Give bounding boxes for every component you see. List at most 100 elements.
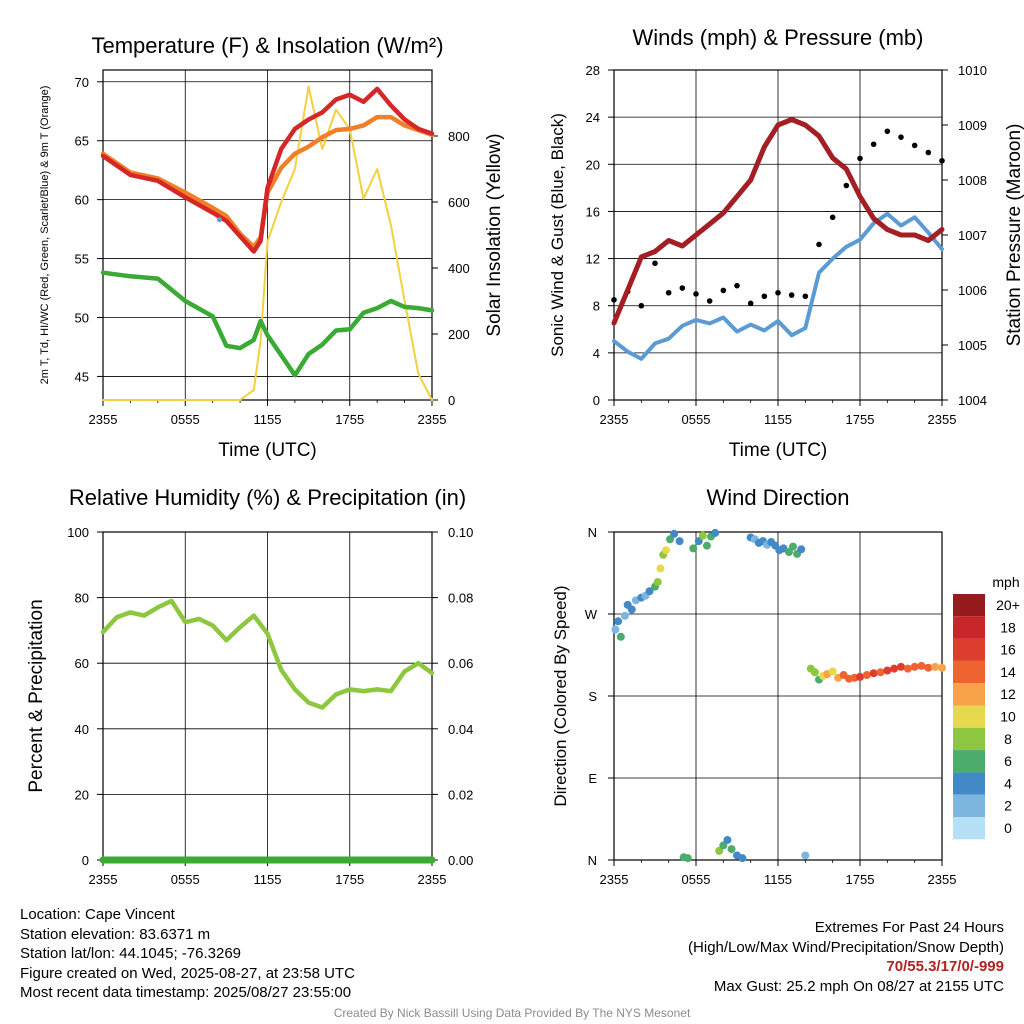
wind-direction-point — [689, 544, 698, 553]
wind-direction-point — [675, 537, 684, 546]
wind-direction-point — [620, 611, 629, 620]
gust-point — [706, 298, 713, 304]
y2-tick-label: 200 — [448, 327, 470, 342]
legend-swatch — [953, 660, 985, 684]
gust-point — [925, 149, 932, 156]
extremes-title: Extremes For Past 24 Hours — [814, 919, 1004, 936]
legend-label: 14 — [1000, 664, 1016, 680]
chart-title: Winds (mph) & Pressure (mb) — [633, 25, 924, 50]
y2-tick-label: 800 — [448, 129, 470, 144]
legend-swatch — [953, 705, 985, 728]
y2-tick-label: 1007 — [958, 228, 987, 243]
y-axis-label: Sonic Wind & Gust (Blue, Black) — [548, 113, 567, 357]
wind-direction-point — [903, 664, 912, 673]
extremes-subtitle: (High/Low/Max Wind/Precipitation/Snow De… — [688, 938, 1004, 956]
extremes-panel: Extremes For Past 24 Hours (High/Low/Max… — [688, 918, 1004, 996]
y2-tick-label: 600 — [448, 195, 470, 210]
x-tick-label: 2355 — [89, 872, 118, 887]
x-tick-label: 2355 — [600, 412, 629, 427]
y2-tick-label: 0.06 — [448, 656, 473, 671]
legend-label: 6 — [1004, 753, 1012, 769]
y-tick-label: 80 — [75, 591, 89, 606]
legend-label: 4 — [1004, 775, 1012, 791]
wind-direction-point — [856, 672, 864, 681]
x-tick-label: 1755 — [846, 872, 875, 887]
y2-tick-label: 0 — [448, 393, 455, 408]
wind-direction-point — [917, 661, 926, 670]
gust-point — [788, 292, 795, 298]
y-tick-label: 60 — [75, 656, 89, 671]
wind-direction-point — [666, 535, 675, 544]
wind-direction-point — [789, 542, 798, 551]
y-axis-label: Direction (Colored By Speed) — [551, 585, 570, 806]
y-tick-label: 0 — [82, 853, 89, 868]
gust-point — [734, 282, 740, 289]
x-tick-label: 1755 — [846, 412, 875, 427]
wind-direction-point — [801, 851, 810, 860]
x-tick-label: 0555 — [682, 412, 711, 427]
created-text: Figure created on Wed, 2025-08-27, at 23… — [20, 964, 355, 982]
chart-title: Relative Humidity (%) & Precipitation (i… — [69, 485, 466, 510]
x-tick-label: 2355 — [928, 412, 957, 427]
y-tick-label: S — [588, 689, 597, 704]
y-axis-label: Percent & Precipitation — [26, 599, 47, 792]
temperature-9m-line — [100, 114, 435, 250]
wind-direction-point — [910, 662, 919, 671]
sonic-wind-line — [612, 211, 944, 361]
y-tick-label: 24 — [586, 110, 600, 125]
latlon-text: Station lat/lon: 44.1045; -76.3269 — [20, 945, 242, 962]
insolation-line — [102, 85, 433, 401]
x-tick-label: 2355 — [89, 412, 118, 427]
x-tick-label: 0555 — [682, 872, 711, 887]
legend-title: mph — [992, 574, 1019, 590]
relative-humidity-line — [100, 598, 435, 710]
gust-point — [939, 157, 945, 164]
wind-direction-point — [738, 854, 747, 863]
y-tick-label: W — [585, 607, 598, 622]
gust-point — [638, 302, 645, 309]
elevation-text: Station elevation: 83.6371 m — [20, 925, 211, 943]
legend-label: 8 — [1004, 731, 1012, 747]
y2-tick-label: 400 — [448, 261, 470, 276]
y-tick-label: 45 — [75, 369, 89, 384]
y-tick-label: E — [588, 771, 597, 786]
x-tick-label: 2355 — [418, 872, 447, 887]
wind-direction-point — [661, 546, 670, 555]
x-tick-label: 2355 — [600, 872, 629, 887]
gust-point — [816, 241, 822, 248]
wind-direction-point — [683, 854, 692, 863]
legend-label: 16 — [1000, 642, 1016, 658]
y-tick-label: 28 — [586, 63, 600, 78]
wind-direction-point — [694, 537, 703, 546]
y-axis-label: 2m T, Td, HI/WC (Red, Green, Scarlet/Blu… — [39, 86, 51, 385]
wind-direction-point — [698, 531, 707, 540]
y2-tick-label: 1005 — [958, 338, 987, 353]
data-point — [217, 217, 223, 223]
chart-title: Wind Direction — [706, 485, 849, 510]
y2-tick-label: 1008 — [958, 173, 987, 188]
wind-direction-point — [810, 668, 819, 677]
wind-direction-point — [938, 663, 946, 672]
legend-swatch — [953, 594, 985, 617]
legend-swatch — [953, 794, 985, 817]
legend-swatch — [953, 817, 985, 840]
y-tick-label: 20 — [75, 787, 89, 802]
gust-point — [720, 287, 727, 294]
y2-axis-label: Solar Insolation (Yellow) — [484, 133, 505, 336]
x-tick-label: 0555 — [171, 412, 200, 427]
x-tick-label: 1755 — [335, 872, 364, 887]
pressure-line — [611, 117, 945, 326]
y-tick-label: 55 — [75, 252, 89, 267]
wind-direction-point — [931, 662, 940, 671]
wind-direction-point — [862, 671, 871, 680]
legend-label: 0 — [1004, 820, 1012, 836]
y-tick-label: 70 — [75, 75, 89, 90]
x-tick-label: 1155 — [254, 872, 282, 887]
wind-direction-point — [702, 541, 711, 550]
legend-label: 10 — [1000, 709, 1016, 725]
gust-point — [870, 141, 877, 148]
wind-direction-point — [653, 578, 662, 587]
recent-timestamp-text: Most recent data timestamp: 2025/08/27 2… — [20, 984, 352, 1001]
legend-swatch — [953, 727, 985, 751]
